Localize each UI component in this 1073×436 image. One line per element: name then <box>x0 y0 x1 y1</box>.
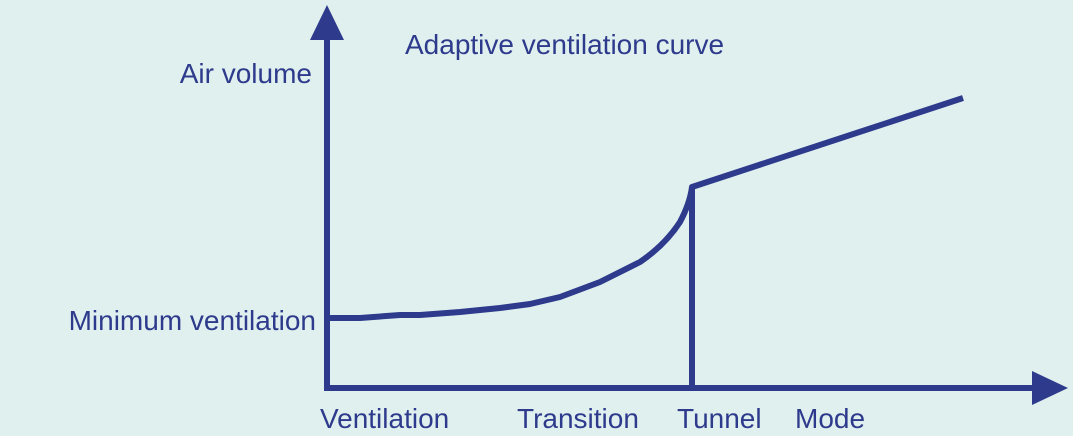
baseline-label: Minimum ventilation <box>69 305 316 336</box>
x-axis-arrow <box>1032 371 1068 405</box>
x-label: Mode <box>795 403 865 434</box>
y-axis-label: Air volume <box>180 58 312 89</box>
x-label: Tunnel <box>677 403 762 434</box>
x-label: Ventilation <box>320 403 449 434</box>
y-axis-arrow <box>310 5 344 40</box>
x-label: Transition <box>517 403 639 434</box>
title: Adaptive ventilation curve <box>405 29 724 60</box>
